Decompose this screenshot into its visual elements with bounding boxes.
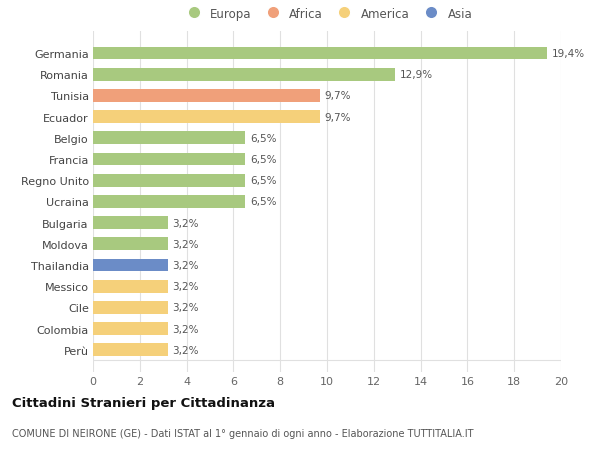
Bar: [93, 302, 168, 314]
Text: Cittadini Stranieri per Cittadinanza: Cittadini Stranieri per Cittadinanza: [12, 396, 275, 409]
Bar: [93, 238, 168, 251]
Bar: [93, 259, 168, 272]
Bar: [93, 323, 168, 335]
Legend: Europa, Africa, America, Asia: Europa, Africa, America, Asia: [178, 4, 476, 24]
Text: 12,9%: 12,9%: [400, 70, 433, 80]
Text: 6,5%: 6,5%: [250, 176, 276, 186]
Bar: [93, 90, 320, 102]
Text: 6,5%: 6,5%: [250, 197, 276, 207]
Text: 6,5%: 6,5%: [250, 134, 276, 144]
Bar: [93, 217, 168, 230]
Bar: [93, 48, 547, 60]
Text: 9,7%: 9,7%: [325, 112, 351, 123]
Bar: [93, 174, 245, 187]
Text: 3,2%: 3,2%: [173, 345, 199, 355]
Text: 3,2%: 3,2%: [173, 303, 199, 313]
Bar: [93, 153, 245, 166]
Bar: [93, 132, 245, 145]
Text: 3,2%: 3,2%: [173, 281, 199, 291]
Bar: [93, 69, 395, 81]
Bar: [93, 196, 245, 208]
Text: COMUNE DI NEIRONE (GE) - Dati ISTAT al 1° gennaio di ogni anno - Elaborazione TU: COMUNE DI NEIRONE (GE) - Dati ISTAT al 1…: [12, 428, 473, 438]
Bar: [93, 111, 320, 124]
Text: 3,2%: 3,2%: [173, 324, 199, 334]
Bar: [93, 344, 168, 356]
Text: 3,2%: 3,2%: [173, 239, 199, 249]
Bar: [93, 280, 168, 293]
Text: 6,5%: 6,5%: [250, 155, 276, 165]
Text: 9,7%: 9,7%: [325, 91, 351, 101]
Text: 3,2%: 3,2%: [173, 260, 199, 270]
Text: 3,2%: 3,2%: [173, 218, 199, 228]
Text: 19,4%: 19,4%: [551, 49, 585, 59]
